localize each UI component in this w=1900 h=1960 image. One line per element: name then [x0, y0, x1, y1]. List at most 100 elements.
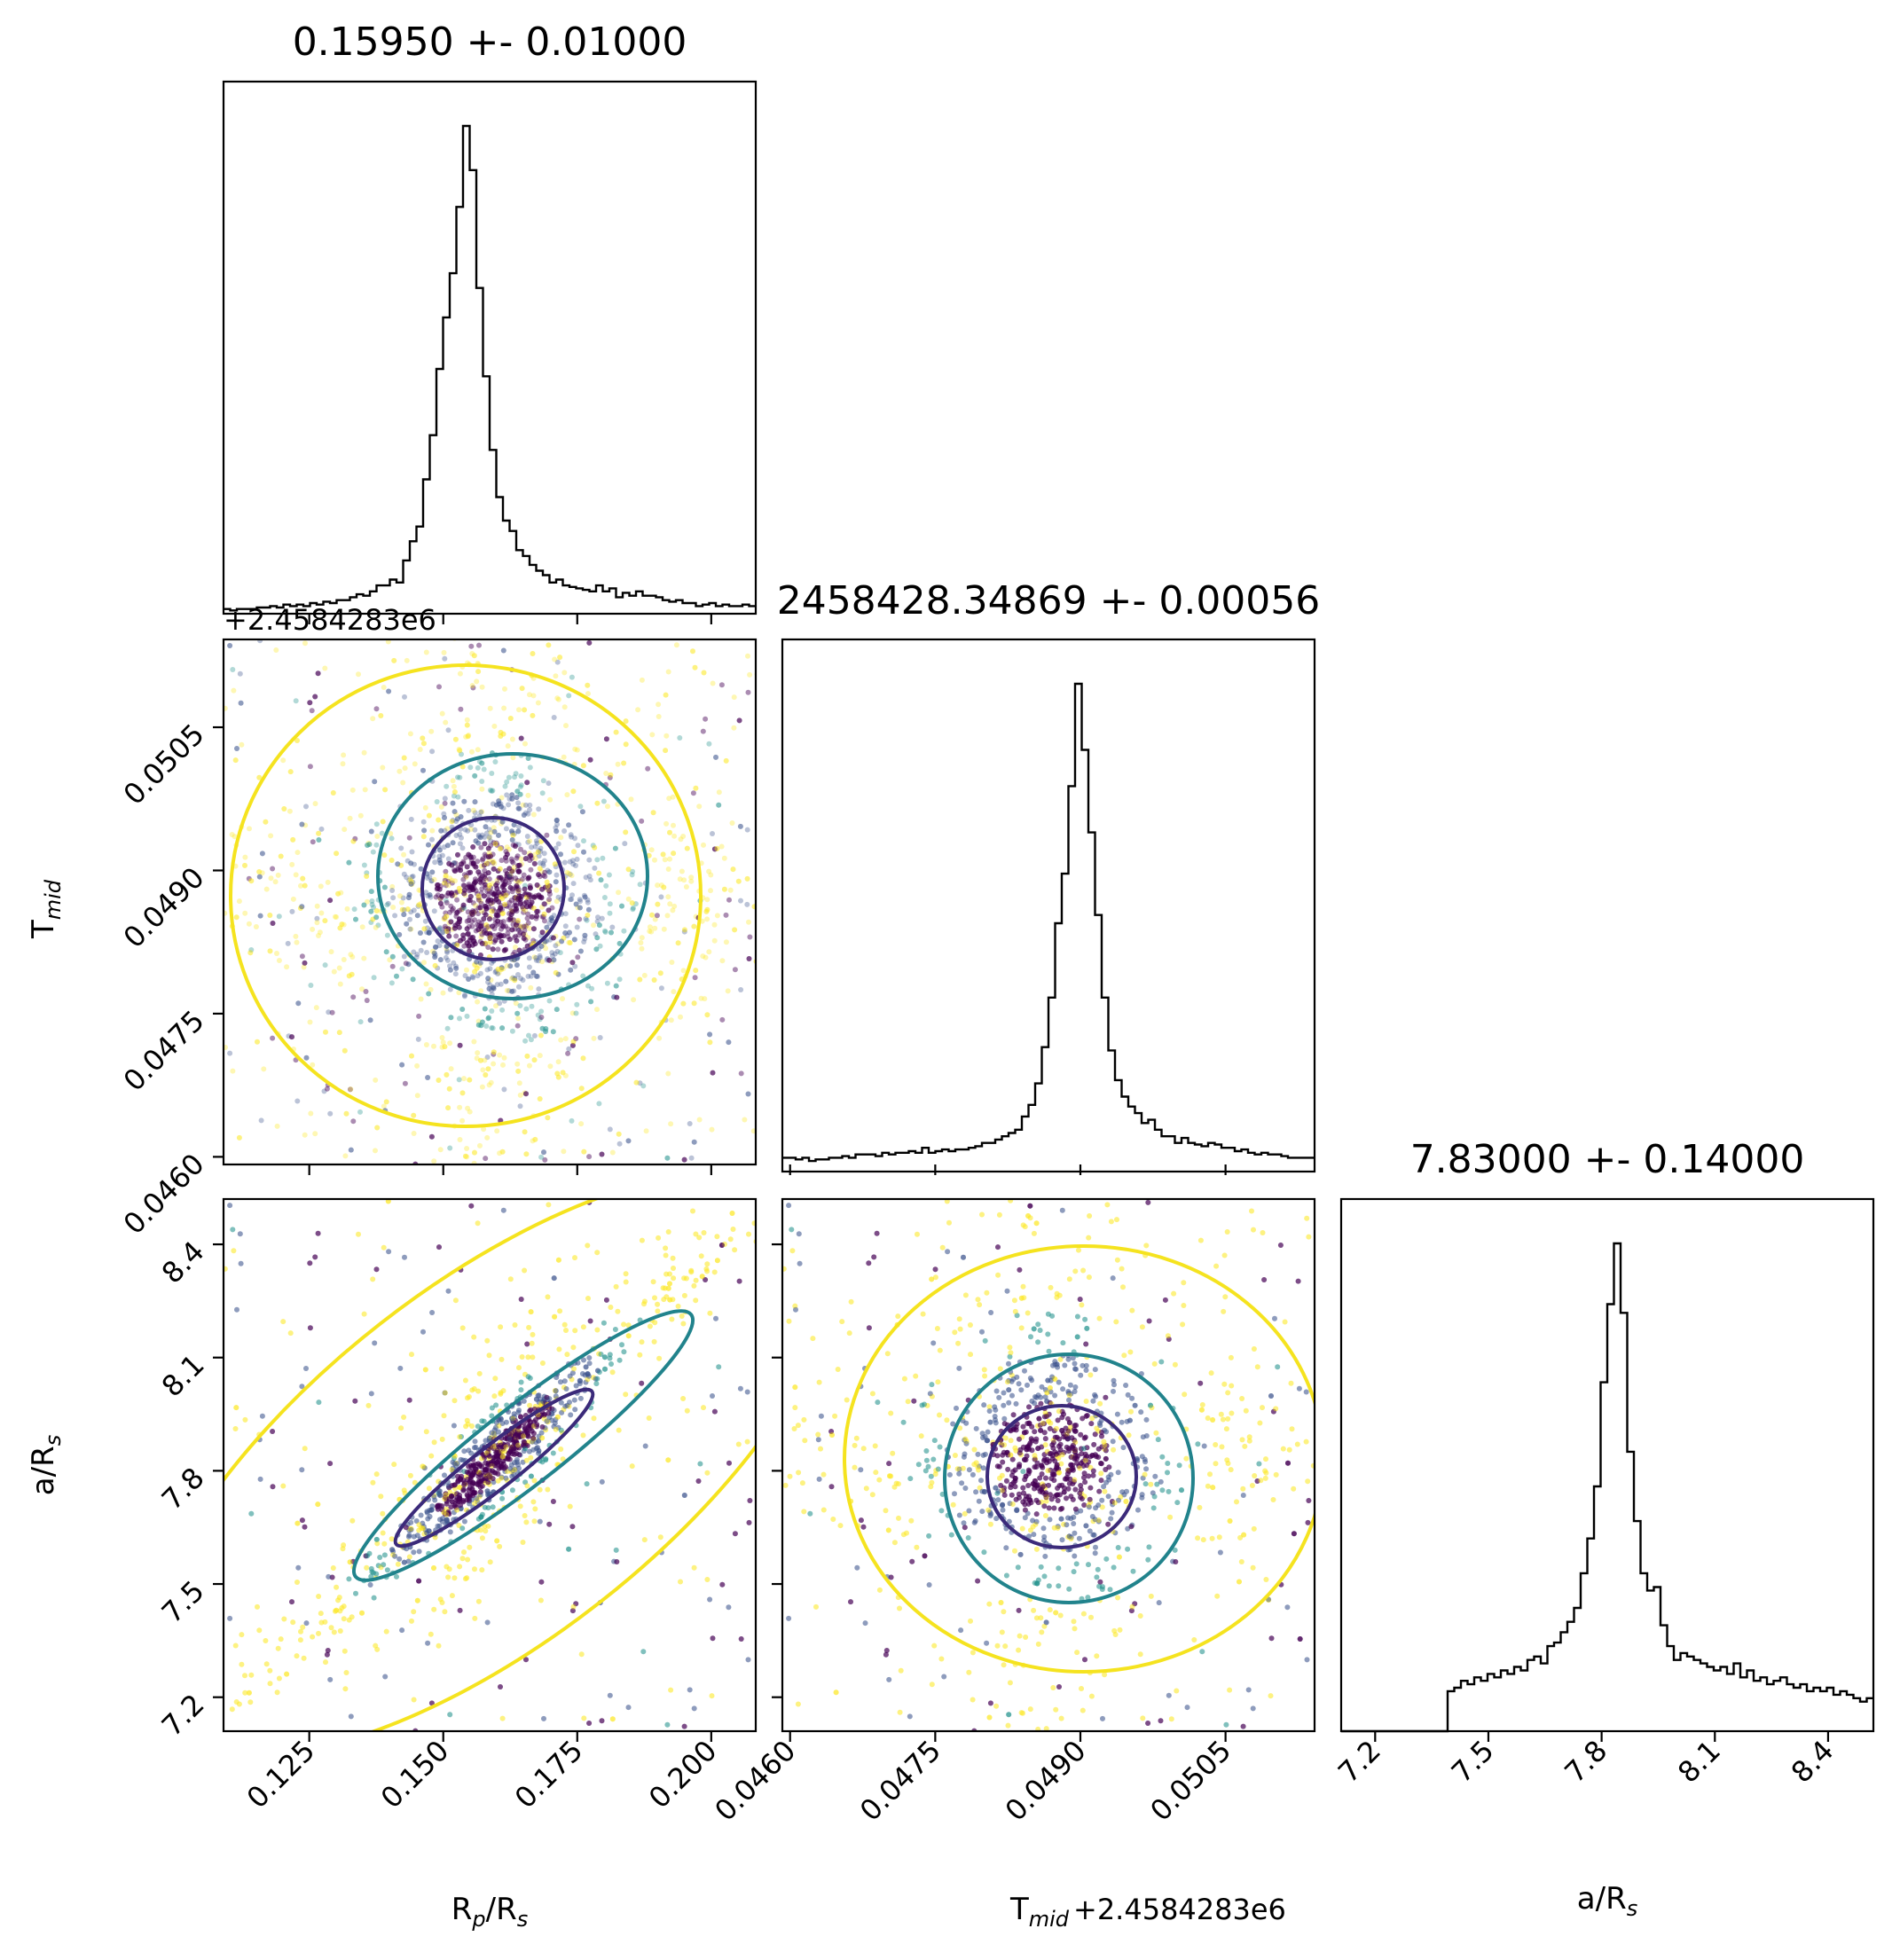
scatter-point — [381, 852, 388, 858]
scatter-point — [485, 923, 491, 929]
scatter-point — [499, 926, 504, 932]
scatter-point — [476, 1494, 483, 1500]
scatter-point — [514, 921, 519, 928]
scatter-point — [593, 1381, 600, 1387]
scatter-point — [509, 792, 515, 798]
scatter-point — [444, 1501, 450, 1507]
scatter-point — [562, 930, 569, 936]
scatter-point — [503, 826, 509, 832]
scatter-point — [485, 1523, 491, 1529]
scatter-point — [365, 1402, 372, 1408]
scatter-point — [462, 1576, 468, 1582]
scatter-point — [458, 867, 464, 874]
scatter-point — [479, 1567, 485, 1573]
scatter-point — [417, 747, 423, 752]
scatter-point — [543, 1029, 549, 1034]
scatter-point — [508, 874, 514, 880]
scatter-point — [352, 835, 358, 842]
scatter-point — [242, 1416, 248, 1423]
scatter-point — [452, 1298, 459, 1304]
scatter-point — [522, 1371, 528, 1377]
scatter-point — [530, 1331, 536, 1337]
scatter-point — [514, 908, 520, 914]
scatter-point — [546, 883, 553, 890]
scatter-point — [664, 1155, 671, 1161]
scatter-point — [530, 1499, 537, 1505]
scatter-point — [284, 1671, 290, 1677]
scatter-point — [608, 772, 614, 778]
scatter-point — [401, 953, 407, 960]
scatter-point — [671, 989, 677, 995]
scatter-point — [478, 809, 484, 815]
scatter-point — [499, 1416, 504, 1423]
scatter-point — [477, 960, 483, 966]
scatter-point — [530, 969, 537, 976]
scatter-point — [498, 1415, 504, 1422]
scatter-point — [364, 870, 370, 876]
scatter-point — [704, 1470, 711, 1476]
scatter-point — [518, 923, 523, 929]
scatter-point — [239, 1632, 245, 1638]
scatter-point — [420, 1464, 427, 1470]
scatter-point — [614, 994, 620, 1000]
scatter-point — [491, 858, 497, 865]
scatter-point — [708, 888, 713, 894]
scatter-point — [233, 914, 239, 921]
scatter-point — [364, 1564, 370, 1571]
scatter-point — [263, 819, 269, 825]
scatter-point — [693, 785, 699, 791]
scatter-point — [275, 1645, 281, 1651]
scatter-point — [688, 1267, 695, 1274]
scatter-point — [535, 1445, 540, 1451]
scatter-point — [498, 933, 504, 939]
scatter-point — [270, 1429, 276, 1434]
scatter-point — [504, 871, 510, 877]
scatter-point — [533, 838, 539, 844]
scatter-point — [582, 932, 588, 938]
scatter-point — [621, 760, 627, 766]
scatter-point — [444, 1517, 450, 1523]
scatter-point — [429, 869, 436, 875]
scatter-point — [414, 952, 420, 958]
scatter-point — [585, 1371, 591, 1376]
scatter-point — [730, 866, 736, 873]
scatter-point — [532, 1506, 538, 1512]
scatter-point — [493, 802, 499, 808]
scatter-point — [591, 1415, 597, 1422]
scatter-point — [500, 966, 506, 972]
scatter-point — [224, 1045, 228, 1050]
scatter-point — [459, 835, 464, 841]
scatter-point — [599, 1478, 605, 1485]
scatter-point — [697, 1461, 703, 1467]
scatter-point — [515, 888, 522, 894]
scatter-point — [673, 642, 679, 648]
scatter-point — [621, 928, 627, 934]
scatter-point — [517, 784, 523, 790]
scatter-point — [452, 868, 458, 874]
scatter-point — [396, 931, 403, 937]
scatter-point — [499, 938, 505, 945]
scatter-point — [407, 916, 412, 922]
scatter-point — [681, 1275, 687, 1282]
scatter-point — [521, 936, 527, 941]
scatter-point — [693, 1231, 699, 1237]
scatter-point — [369, 898, 375, 904]
scatter-point — [380, 819, 386, 825]
scatter-point — [509, 736, 515, 742]
scatter-point — [513, 580, 518, 585]
scatter-point — [485, 860, 491, 866]
scatter-point — [479, 1171, 484, 1176]
scatter-point — [449, 926, 455, 932]
scatter-point — [310, 926, 316, 932]
scatter-point — [541, 1149, 546, 1156]
scatter-point — [479, 857, 485, 863]
scatter-point — [499, 1356, 505, 1362]
scatter-point — [509, 868, 515, 874]
scatter-point — [744, 1439, 750, 1445]
scatter-point — [297, 906, 303, 911]
scatter-point — [466, 882, 472, 888]
scatter-point — [554, 898, 560, 905]
scatter-point — [406, 835, 412, 841]
scatter-point — [647, 1323, 653, 1329]
scatter-point — [688, 1267, 695, 1274]
